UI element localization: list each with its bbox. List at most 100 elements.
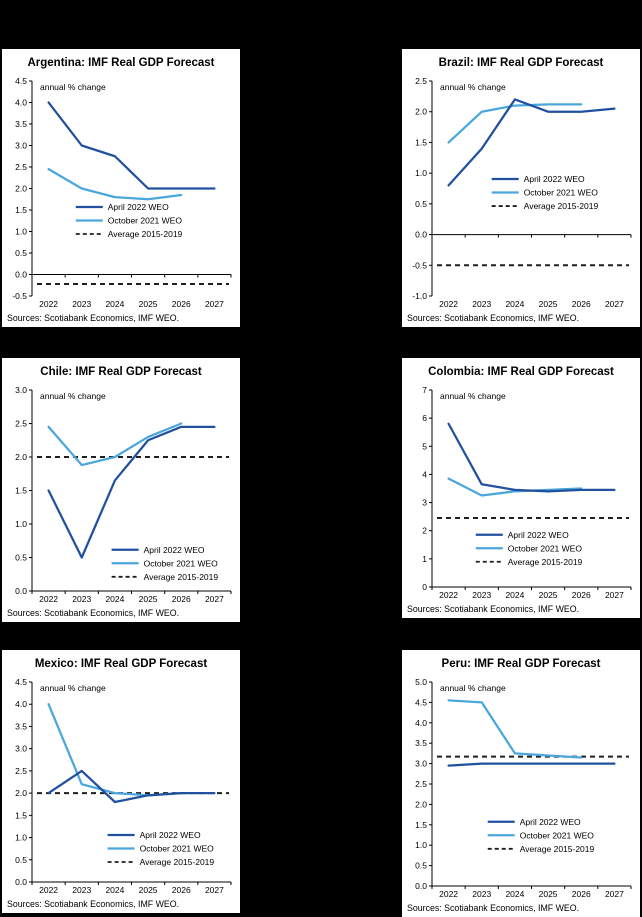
legend: April 2022 WEO October 2021 WEO Average 20… xyxy=(475,530,583,567)
y-axis: 7 6 5 4 3 2 1 0 xyxy=(422,385,433,592)
x-axis: 2022 2023 2024 2025 2026 2027 xyxy=(431,885,632,899)
y-axis: 2.5 2.0 1.5 1.0 0.5 0.0 -0.5 -1.0 xyxy=(412,76,433,301)
sources-note: Sources: Scotiabank Economics, IMF WEO. xyxy=(7,608,180,618)
y-tick-label: 5 xyxy=(422,441,427,451)
x-tick-label: 2023 xyxy=(72,594,91,604)
y-tick-label: 2.5 xyxy=(15,162,27,172)
x-tick-label: 2027 xyxy=(605,590,624,600)
legend-label: October 2021 WEO xyxy=(524,188,599,198)
x-tick-label: 2022 xyxy=(439,590,458,600)
legend-label: Average 2015-2019 xyxy=(508,557,583,567)
x-tick-label: 2022 xyxy=(439,299,458,309)
series-october-2021-weo xyxy=(447,103,583,144)
brazil-chart-panel: Brazil: IMF Real GDP Forecast 2.5 2.0 1.5 1… xyxy=(402,49,640,327)
y-tick-label: 1.0 xyxy=(415,168,427,178)
y-tick-label: 2 xyxy=(422,526,427,536)
y-tick-label: 0.0 xyxy=(415,881,427,891)
unit-note: annual % change xyxy=(440,391,506,401)
chile-chart-panel: Chile: IMF Real GDP Forecast 3.0 2.5 2.0 1.… xyxy=(2,358,240,622)
x-tick-label: 2026 xyxy=(572,590,591,600)
y-tick-label: 2.5 xyxy=(15,419,27,429)
y-tick-label: 3 xyxy=(422,498,427,508)
legend-label: April 2022 WEO xyxy=(520,817,581,827)
y-tick-label: 0.0 xyxy=(15,877,27,887)
unit-note: annual % change xyxy=(440,82,506,92)
y-tick-label: 7 xyxy=(422,385,427,395)
legend-label: Average 2015-2019 xyxy=(108,229,183,239)
y-tick-label: 2.0 xyxy=(15,788,27,798)
x-tick-label: 2025 xyxy=(539,299,558,309)
series-october-2021-weo xyxy=(47,422,183,467)
series-april-2022-weo xyxy=(47,101,216,190)
y-tick-label: 0.0 xyxy=(415,230,427,240)
y-axis: 4.5 4.0 3.5 3.0 2.5 2.0 1.5 1.0 0.5 0.0 -0.5 xyxy=(12,76,33,301)
x-tick-label: 2025 xyxy=(539,889,558,899)
y-tick-label: 3.0 xyxy=(15,744,27,754)
x-tick-label: 2024 xyxy=(105,594,124,604)
mexico-chart-panel: Mexico: IMF Real GDP Forecast 4.5 4.0 3.5 3… xyxy=(2,650,240,913)
x-tick-label: 2027 xyxy=(605,299,624,309)
series-october-2021-weo xyxy=(447,699,583,759)
legend-label: October 2021 WEO xyxy=(520,830,595,840)
sources-note: Sources: Scotiabank Economics, IMF WEO. xyxy=(407,604,580,614)
x-tick-label: 2023 xyxy=(72,299,91,309)
x-tick-label: 2025 xyxy=(139,885,158,895)
x-tick-label: 2026 xyxy=(572,299,591,309)
legend-label: April 2022 WEO xyxy=(108,202,169,212)
legend: April 2022 WEO October 2021 WEO Average 20… xyxy=(75,202,183,239)
x-tick-label: 2023 xyxy=(72,885,91,895)
x-tick-label: 2024 xyxy=(105,299,124,309)
y-tick-label: 1 xyxy=(422,554,427,564)
y-tick-label: -0.5 xyxy=(12,291,27,301)
series-october-2021-weo xyxy=(447,477,583,497)
x-tick-label: 2027 xyxy=(605,889,624,899)
y-tick-label: 1.5 xyxy=(15,205,27,215)
sources-note: Sources: Scotiabank Economics, IMF WEO. xyxy=(407,313,580,323)
y-tick-label: -1.0 xyxy=(412,291,427,301)
x-axis: 2022 2023 2024 2025 2026 2027 xyxy=(31,881,232,895)
x-tick-label: 2022 xyxy=(39,594,58,604)
x-tick-label: 2026 xyxy=(172,594,191,604)
x-tick-label: 2023 xyxy=(472,590,491,600)
unit-note: annual % change xyxy=(40,82,106,92)
y-tick-label: 0.0 xyxy=(15,586,27,596)
x-tick-label: 2022 xyxy=(39,299,58,309)
x-tick-label: 2027 xyxy=(205,594,224,604)
y-axis: 4.5 4.0 3.5 3.0 2.5 2.0 1.5 1.0 0.5 0.0 xyxy=(15,677,33,887)
legend: April 2022 WEO October 2021 WEO Average 20… xyxy=(107,830,215,867)
series-april-2022-weo xyxy=(47,425,216,559)
legend-label: October 2021 WEO xyxy=(108,216,183,226)
legend-label: Average 2015-2019 xyxy=(140,857,215,867)
y-tick-label: 4.0 xyxy=(15,699,27,709)
y-tick-label: 2.0 xyxy=(15,184,27,194)
chart-title: Chile: IMF Real GDP Forecast xyxy=(40,366,202,378)
legend-label: Average 2015-2019 xyxy=(144,572,219,582)
sources-note: Sources: Scotiabank Economics, IMF WEO. xyxy=(7,313,180,323)
x-tick-label: 2025 xyxy=(139,299,158,309)
x-tick-label: 2024 xyxy=(105,885,124,895)
y-tick-label: 3.5 xyxy=(15,119,27,129)
x-tick-label: 2027 xyxy=(205,299,224,309)
chart-title: Mexico: IMF Real GDP Forecast xyxy=(34,658,208,670)
chart-title: Colombia: IMF Real GDP Forecast xyxy=(428,366,614,378)
series-april-2022-weo xyxy=(447,98,616,187)
y-tick-label: 2.5 xyxy=(415,779,427,789)
x-tick-label: 2024 xyxy=(505,590,524,600)
legend-label: April 2022 WEO xyxy=(140,830,201,840)
y-tick-label: 1.5 xyxy=(415,137,427,147)
argentina-chart-panel: Argentina: IMF Real GDP Forecast 4.5 4.0 3… xyxy=(2,49,240,327)
peru-chart-panel: Peru: IMF Real GDP Forecast 5.0 4.5 4.0 3.5… xyxy=(402,650,640,917)
y-tick-label: 5.0 xyxy=(415,677,427,687)
y-tick-label: 1.0 xyxy=(15,519,27,529)
y-tick-label: 3.0 xyxy=(15,385,27,395)
y-tick-label: 1.0 xyxy=(15,227,27,237)
y-tick-label: 0.5 xyxy=(15,855,27,865)
y-tick-label: 0.5 xyxy=(415,199,427,209)
y-tick-label: 1.0 xyxy=(415,840,427,850)
y-tick-label: 3.0 xyxy=(415,759,427,769)
x-tick-label: 2024 xyxy=(505,889,524,899)
y-tick-label: -0.5 xyxy=(412,260,427,270)
y-tick-label: 4.0 xyxy=(415,718,427,728)
